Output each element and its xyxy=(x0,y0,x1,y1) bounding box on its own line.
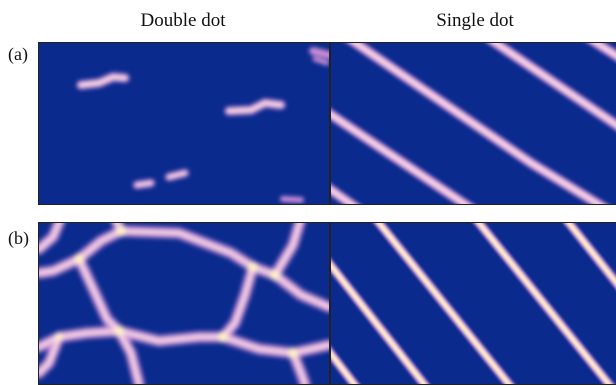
row-label-b: (b) xyxy=(8,228,29,248)
heatmap-a-single-dot xyxy=(331,43,616,204)
column-title-double-dot: Double dot xyxy=(140,10,226,31)
row-label-a: (a) xyxy=(8,44,28,64)
heatmap-b-double-dot xyxy=(39,223,329,384)
panel-b-single-dot xyxy=(330,222,616,385)
panel-a-single-dot xyxy=(330,42,616,205)
heatmap-a-double-dot xyxy=(39,43,329,204)
panel-a-double-dot xyxy=(38,42,330,205)
column-title-single-dot: Single dot xyxy=(436,10,514,31)
heatmap-b-single-dot xyxy=(331,223,616,384)
panel-b-double-dot xyxy=(38,222,330,385)
